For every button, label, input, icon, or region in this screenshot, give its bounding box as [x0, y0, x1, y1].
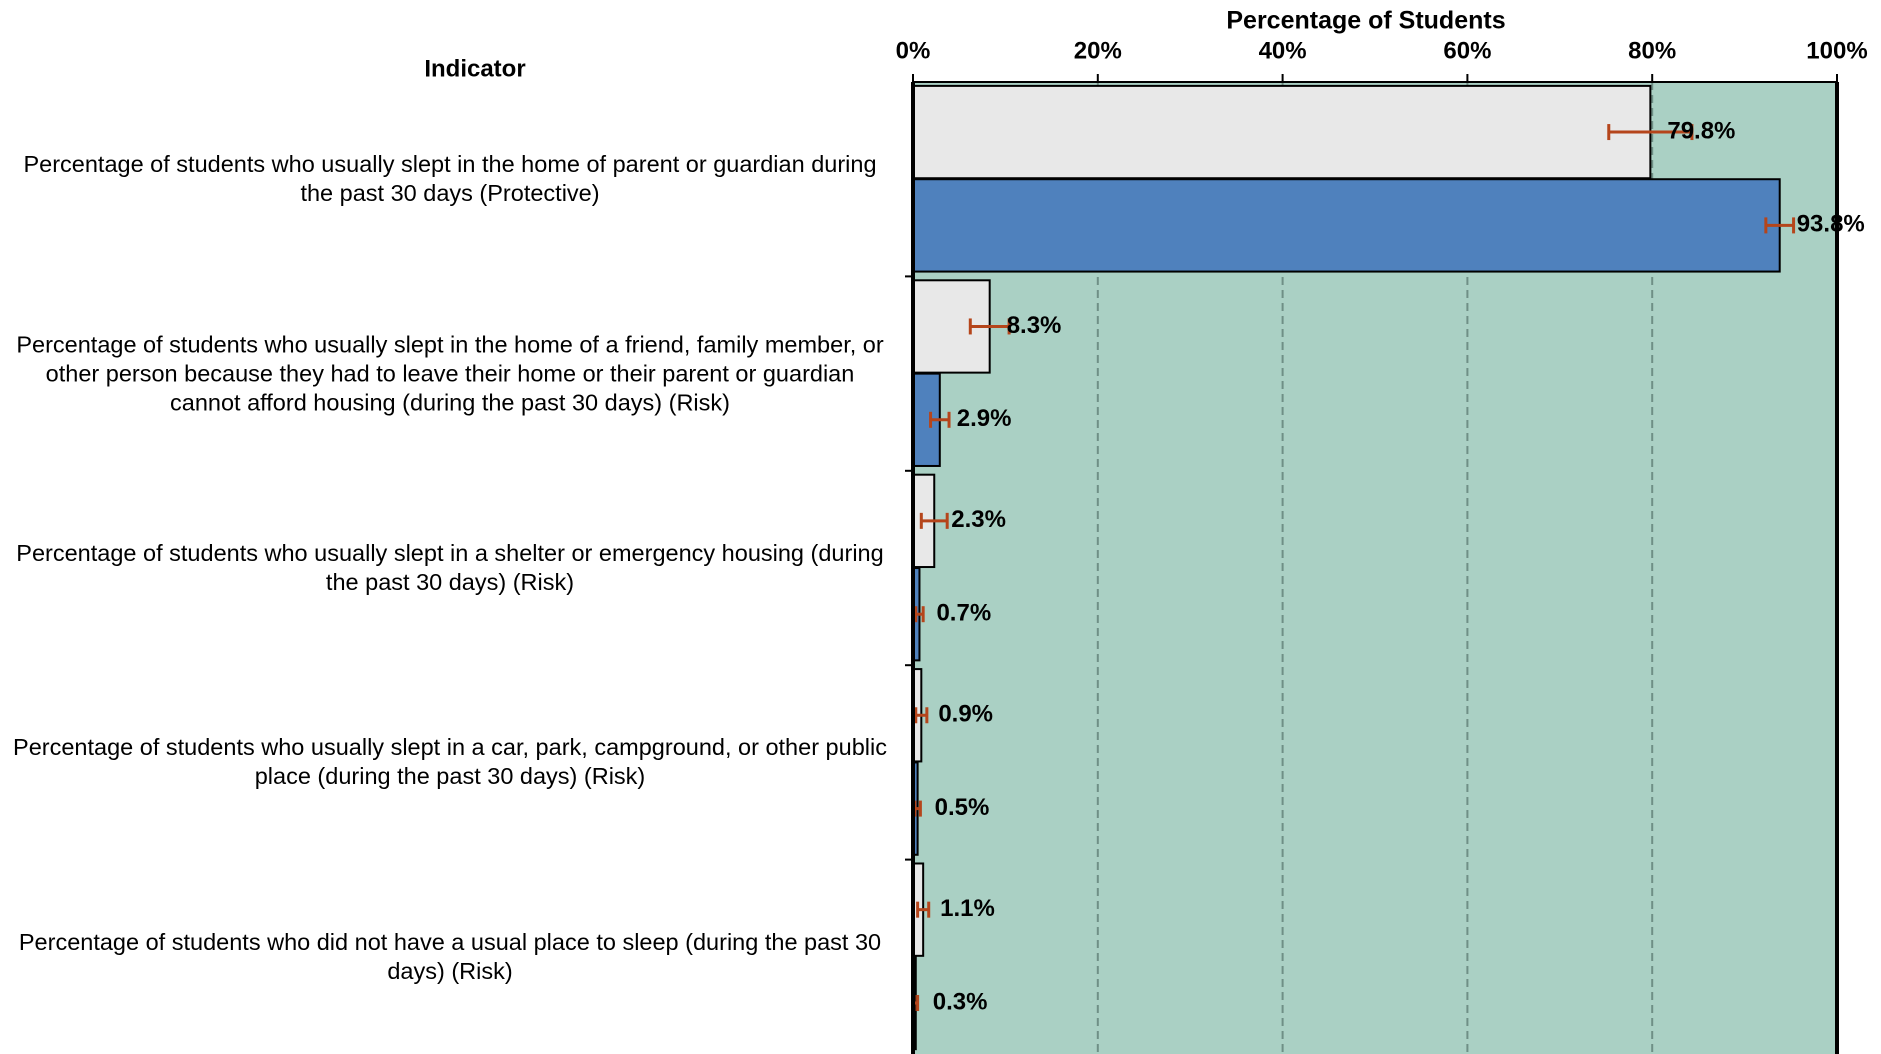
column-header: Indicator — [424, 55, 525, 82]
error-bar — [914, 606, 925, 623]
error-bar — [919, 512, 949, 529]
data-label: 93.8% — [1797, 211, 1865, 238]
error-bar — [968, 318, 1011, 335]
x-axis-title: Percentage of Students — [1226, 7, 1505, 35]
category-label: Percentage of students who usually slept… — [13, 734, 887, 790]
x-tick-label: 60% — [1443, 37, 1491, 64]
data-label: 8.3% — [1007, 312, 1062, 339]
error-bar — [914, 707, 929, 724]
x-tick-label: 80% — [1628, 37, 1676, 64]
data-label: 79.8% — [1667, 117, 1735, 144]
x-tick-label: 40% — [1259, 37, 1307, 64]
data-label: 1.1% — [940, 895, 995, 922]
bar — [912, 84, 1652, 180]
x-tick-label: 20% — [1074, 37, 1122, 64]
data-label: 0.5% — [935, 794, 990, 821]
category-label: Percentage of students who usually slept… — [23, 151, 877, 207]
category-label: Percentage of students who usually slept… — [16, 540, 884, 595]
error-bar — [1764, 217, 1796, 234]
error-bar — [929, 411, 951, 428]
x-tick-label: 100% — [1806, 37, 1867, 64]
x-tick-label: 0% — [896, 37, 931, 64]
data-label: 2.9% — [957, 405, 1012, 432]
data-label: 0.3% — [933, 988, 988, 1015]
data-label: 0.7% — [936, 600, 991, 627]
category-label: Percentage of students who usually slept… — [16, 331, 884, 416]
category-label: Percentage of students who did not have … — [18, 928, 882, 984]
data-label: 2.3% — [951, 506, 1006, 533]
data-label: 0.9% — [938, 701, 993, 728]
error-bar — [1607, 124, 1694, 141]
bar — [912, 178, 1781, 273]
error-bar — [916, 901, 931, 918]
